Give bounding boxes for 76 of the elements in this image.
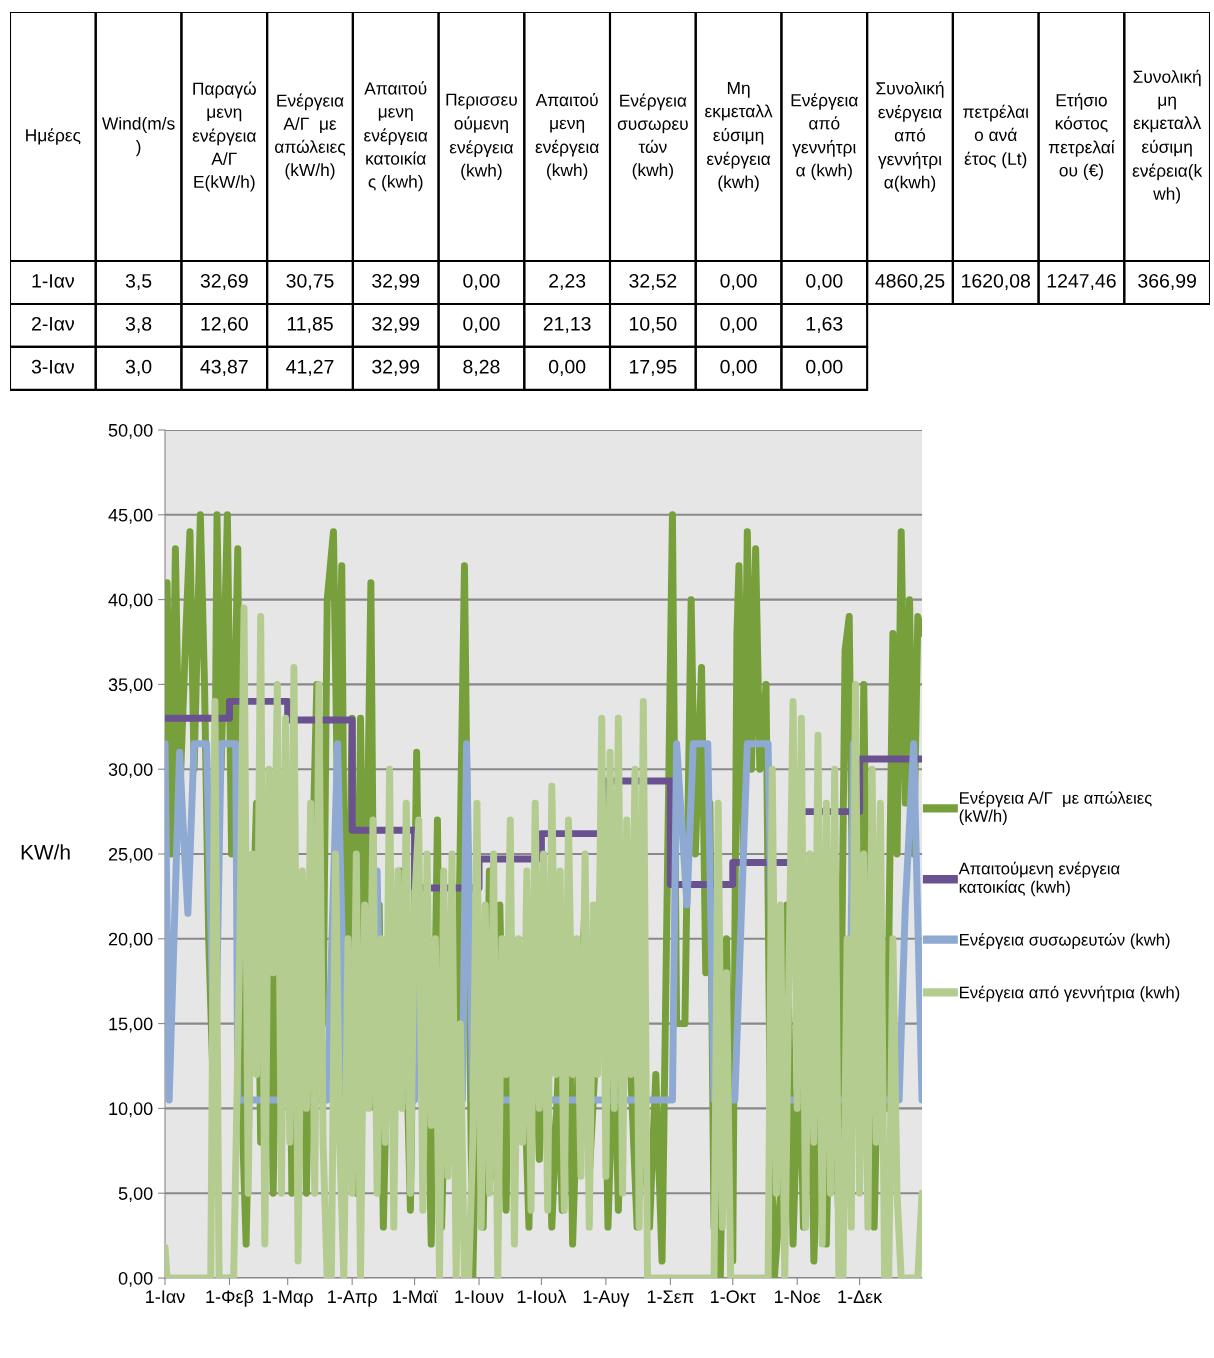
y-tick-label: 15,00 <box>109 1017 153 1033</box>
legend-label: Ενέργεια Α/Γ με απώλειες (kW/h) <box>959 791 1152 826</box>
text: 0,00 <box>720 359 757 376</box>
y-axis-title: KW/h <box>21 844 70 860</box>
category-label: Wind(m/s ) <box>102 116 175 157</box>
text: 3,0 <box>125 359 152 376</box>
y-tick-label: 20,00 <box>108 932 153 948</box>
x-tick-label: 1-Σεπ <box>647 1290 694 1304</box>
category-label: Ενέργεια από γεννήτρι α (kwh) <box>791 93 858 180</box>
category-label: Ενέργεια Α/Γ με απώλειες (kW/h) <box>275 93 346 180</box>
category-label: Συνολική μη εκμεταλλ εύσιμη ενέρεια(k wh) <box>1132 69 1203 204</box>
category-label: Απαιτού μενη ενέργεια (kwh) <box>535 92 599 180</box>
text: 0,00 <box>806 359 843 376</box>
category-label: Ημέρες <box>26 128 81 145</box>
y-tick-label: 40,00 <box>108 593 153 609</box>
text: 12,60 <box>201 316 248 333</box>
y-tick-label: 5,00 <box>118 1187 153 1203</box>
text: 11,85 <box>287 316 333 333</box>
x-tick-label: 1-Απρ <box>328 1290 377 1307</box>
legend-label: Απαιτούμενη ενέργεια κατοικίας (kwh) <box>958 861 1120 897</box>
text: 0,00 <box>463 273 500 291</box>
text: 43,87 <box>200 359 248 376</box>
text: 0,00 <box>806 273 843 291</box>
x-tick-label: 1-Ιουν <box>455 1290 504 1304</box>
category-label: Παραγώ μενη ενέργεια Α/Γ E(kW/h) <box>192 81 256 192</box>
text: 3,5 <box>125 273 152 291</box>
text: 41,27 <box>286 359 334 376</box>
category-label: Απαιτού μενη ενέργεια κατοικία ς (kwh) <box>364 81 428 192</box>
text: 1-Ιαν <box>32 274 74 288</box>
x-tick-label: 1-Φεβ <box>206 1289 254 1307</box>
text: 4860,25 <box>875 273 945 291</box>
category-label: Ενέργεια συσωρευ τών (kwh) <box>617 93 688 180</box>
text: 0,00 <box>720 273 757 291</box>
text: 3-Ιαν <box>31 359 74 374</box>
text: 21,13 <box>543 316 591 333</box>
category-label: Μη εκμεταλλ εύσιμη ενέργεια (kwh) <box>705 82 773 192</box>
text: 32,99 <box>372 316 420 333</box>
text: 0,00 <box>548 359 586 376</box>
text: 30,75 <box>286 273 334 291</box>
text: 32,69 <box>200 273 248 291</box>
category-label: Ετήσιο κόστος πετρελαί ου (€) <box>1048 93 1115 180</box>
x-tick-label: 1-Δεκ <box>838 1290 883 1304</box>
text: 2,23 <box>549 273 586 291</box>
x-tick-label: 1-Μαϊ <box>393 1290 438 1304</box>
x-tick-label: 1-Μαρ <box>263 1290 313 1307</box>
legend-label: Ενέργεια από γεννήτρια (kwh) <box>960 985 1180 1002</box>
y-tick-label: 35,00 <box>108 678 153 694</box>
text: 32,99 <box>372 273 420 291</box>
category-label: Περισσευ ούμενη ενέργεια (kwh) <box>446 93 517 181</box>
text: 10,50 <box>630 316 677 333</box>
text: 0,00 <box>720 316 757 333</box>
text: 3,8 <box>125 316 152 333</box>
text: 1620,08 <box>962 273 1031 291</box>
y-tick-label: 25,00 <box>108 847 153 863</box>
text: 0,00 <box>463 316 500 333</box>
text: 1,63 <box>806 316 843 333</box>
x-tick-label: 1-Οκτ <box>711 1290 756 1304</box>
text: 32,99 <box>372 359 420 376</box>
y-tick-label: 0,00 <box>118 1271 153 1287</box>
text: 32,52 <box>629 273 677 291</box>
text: 2-Ιαν <box>32 316 74 331</box>
x-tick-label: 1-Ιουλ <box>517 1289 567 1304</box>
text: 1247,46 <box>1047 273 1116 291</box>
y-tick-label: 45,00 <box>108 508 153 524</box>
category-label: Συνολική ενέργεια από γεννήτρι α(kwh) <box>876 81 944 192</box>
text: 17,95 <box>630 359 677 376</box>
text: 8,28 <box>463 359 500 376</box>
x-tick-label: 1-Αυγ <box>583 1290 630 1307</box>
y-tick-label: 50,00 <box>108 423 153 439</box>
y-tick-label: 10,00 <box>109 1102 153 1118</box>
text: 366,99 <box>1138 273 1196 291</box>
y-tick-label: 30,00 <box>108 763 153 779</box>
legend-label: Ενέργεια συσωρευτών (kwh) <box>960 932 1170 949</box>
x-tick-label: 1-Ιαν <box>146 1290 185 1304</box>
category-label: πετρέλαι ο ανά έτος (Lt) <box>963 104 1029 169</box>
x-tick-label: 1-Νοε <box>775 1290 821 1304</box>
